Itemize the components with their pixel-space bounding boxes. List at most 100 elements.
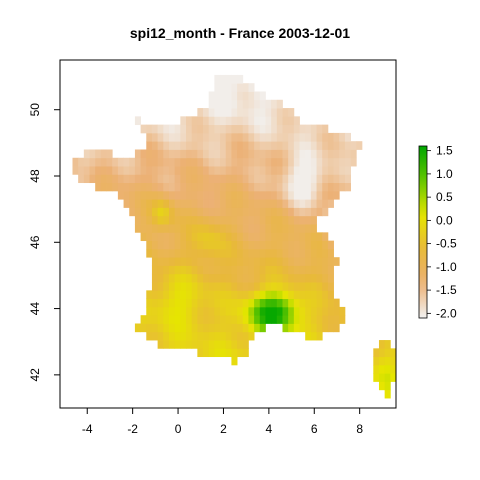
map-cell bbox=[89, 149, 96, 159]
map-cell bbox=[259, 265, 266, 275]
map-cell bbox=[117, 157, 124, 167]
map-cell bbox=[220, 199, 227, 208]
map-cell bbox=[242, 157, 249, 167]
map-cell bbox=[305, 190, 312, 200]
map-cell bbox=[220, 215, 227, 225]
map-cell bbox=[168, 199, 176, 208]
map-cell bbox=[293, 132, 300, 142]
map-cell bbox=[265, 174, 272, 184]
map-cell bbox=[157, 315, 164, 324]
map-cell bbox=[288, 166, 295, 175]
map-cell bbox=[197, 282, 204, 291]
map-cell bbox=[322, 232, 329, 242]
map-cell bbox=[186, 290, 193, 300]
map-cell bbox=[225, 141, 232, 150]
map-cell bbox=[305, 141, 312, 150]
map-cell bbox=[259, 282, 266, 291]
map-cell bbox=[168, 315, 176, 324]
map-cell bbox=[310, 215, 317, 225]
map-cell bbox=[151, 315, 159, 324]
map-cell bbox=[214, 166, 221, 175]
map-cell bbox=[259, 224, 266, 233]
map-cell bbox=[248, 298, 255, 308]
map-cell bbox=[237, 207, 244, 217]
map-cell bbox=[214, 91, 221, 101]
map-cell bbox=[186, 215, 193, 225]
map-cell bbox=[220, 323, 227, 333]
map-cell bbox=[254, 298, 261, 308]
map-cell bbox=[220, 124, 227, 134]
map-cell bbox=[254, 323, 261, 333]
map-cell bbox=[288, 273, 295, 283]
map-cell bbox=[151, 248, 159, 258]
map-cell bbox=[203, 315, 210, 324]
map-cell bbox=[271, 282, 278, 291]
map-cell bbox=[242, 240, 249, 250]
map-cell bbox=[140, 124, 147, 134]
x-axis: -4 -2 0 2 4 6 8 bbox=[82, 408, 363, 436]
map-cell bbox=[231, 298, 238, 308]
map-cell bbox=[220, 91, 227, 101]
x-tick-label: -2 bbox=[127, 422, 138, 436]
map-cell bbox=[299, 141, 306, 150]
map-cell bbox=[265, 207, 272, 217]
map-cell bbox=[259, 99, 266, 109]
map-cell bbox=[327, 141, 334, 150]
map-cell bbox=[95, 149, 102, 159]
map-cell bbox=[146, 315, 153, 324]
y-tick-label: 46 bbox=[28, 235, 42, 249]
map-cell bbox=[191, 257, 198, 266]
map-cell bbox=[265, 224, 272, 233]
map-cell bbox=[299, 182, 306, 192]
map-cell bbox=[197, 190, 204, 200]
map-cell bbox=[242, 199, 249, 208]
map-cell bbox=[220, 348, 227, 358]
map-cell bbox=[237, 141, 244, 150]
map-cell bbox=[299, 207, 306, 217]
map-cell bbox=[288, 248, 295, 258]
map-cell bbox=[259, 215, 266, 225]
map-cell bbox=[220, 132, 227, 142]
map-cell bbox=[225, 74, 232, 84]
map-cell bbox=[168, 273, 176, 283]
map-cell bbox=[117, 166, 124, 175]
map-cell bbox=[259, 91, 266, 101]
map-cell bbox=[327, 273, 334, 283]
map-cell bbox=[248, 124, 255, 134]
map-cell bbox=[157, 340, 164, 349]
map-cell bbox=[259, 149, 266, 159]
map-cell bbox=[384, 348, 391, 358]
map-cell bbox=[163, 331, 170, 341]
map-cell bbox=[231, 157, 238, 167]
map-cell bbox=[163, 124, 170, 134]
map-cell bbox=[231, 108, 238, 117]
map-cell bbox=[180, 166, 187, 175]
map-cell bbox=[293, 248, 300, 258]
map-cell bbox=[163, 182, 170, 192]
map-cell bbox=[186, 124, 193, 134]
map-cell bbox=[259, 174, 266, 184]
map-cell bbox=[151, 174, 159, 184]
map-cell bbox=[151, 190, 159, 200]
map-cell bbox=[305, 199, 312, 208]
map-cell bbox=[140, 323, 147, 333]
map-cell bbox=[305, 273, 312, 283]
map-cell bbox=[254, 232, 261, 242]
map-cell bbox=[180, 215, 187, 225]
map-cell bbox=[191, 273, 198, 283]
map-cell bbox=[231, 141, 238, 150]
map-cell bbox=[254, 116, 261, 126]
map-cell bbox=[174, 331, 181, 341]
map-cell bbox=[220, 232, 227, 242]
map-cell bbox=[168, 124, 176, 134]
map-cell bbox=[214, 306, 221, 316]
map-cell bbox=[288, 182, 295, 192]
map-cell bbox=[378, 340, 386, 349]
map-cell bbox=[208, 315, 215, 324]
map-cell bbox=[231, 323, 238, 333]
map-cell bbox=[146, 232, 153, 242]
map-cell bbox=[293, 190, 300, 200]
map-cell bbox=[265, 116, 272, 126]
map-cell bbox=[163, 265, 170, 275]
map-cell bbox=[163, 190, 170, 200]
